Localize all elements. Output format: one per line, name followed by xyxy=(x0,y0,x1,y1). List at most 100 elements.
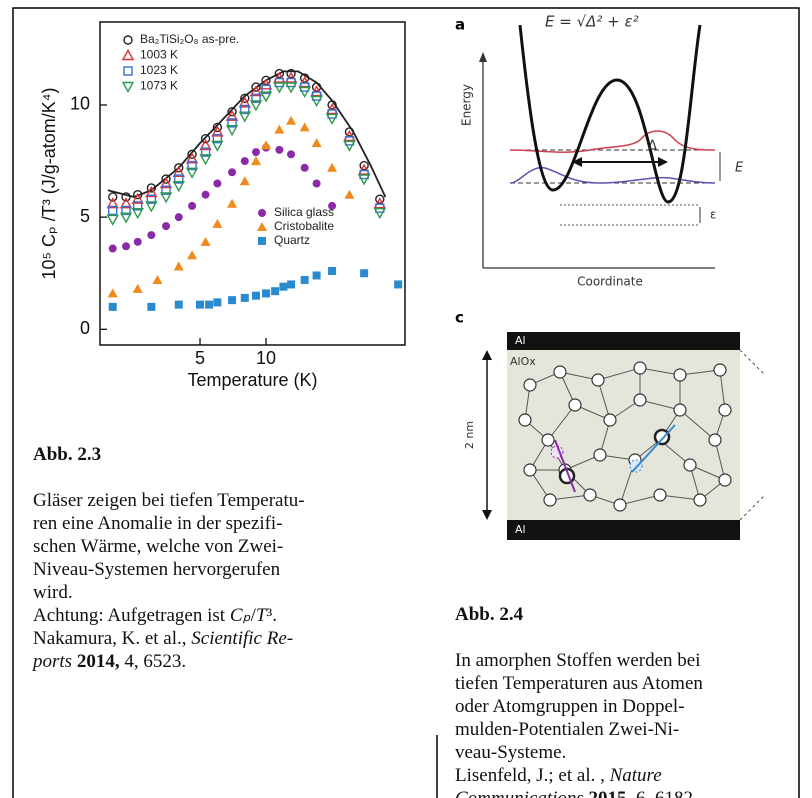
data-point xyxy=(185,152,199,164)
data-point xyxy=(262,289,271,298)
data-point xyxy=(227,107,237,117)
caption-text: Communications xyxy=(455,788,584,798)
data-point xyxy=(240,104,250,115)
caption-text: Gläser zeigen bei tiefen Temperatu- xyxy=(33,490,305,511)
data-point xyxy=(228,296,237,305)
caption-line: ports 2014, 4, 6523. xyxy=(33,650,305,673)
data-point xyxy=(187,250,198,260)
data-point xyxy=(251,156,262,166)
data-point xyxy=(273,71,286,83)
caption-text: 2015, xyxy=(589,788,632,798)
data-point xyxy=(310,95,323,107)
data-point xyxy=(325,103,339,115)
data-point xyxy=(147,231,156,240)
data-point xyxy=(132,283,143,293)
data-point xyxy=(312,179,321,188)
data-point xyxy=(119,197,133,209)
panel-a: a E = √Δ² + ε² Energy Coordinate Δ E ε xyxy=(455,13,744,289)
data-point xyxy=(188,201,197,210)
caption-text: 2014, xyxy=(76,651,120,672)
caption-text: In amorphen Stoffen werden bei xyxy=(455,650,701,671)
data-point xyxy=(212,122,223,133)
data-point xyxy=(279,282,288,291)
wavefunction xyxy=(509,130,716,153)
caption-text: tiefen Temperaturen aus Atomen xyxy=(455,673,703,694)
arrow-head xyxy=(482,350,492,360)
figure-caption: Abb. 2.3 Gläser zeigen bei tiefen Temper… xyxy=(33,397,305,673)
caption-text: mulden-Potentialen Zwei-Ni- xyxy=(455,719,680,740)
data-point xyxy=(108,302,117,311)
caption-line: oder Atomgruppen in Doppel- xyxy=(455,695,703,718)
data-point xyxy=(298,86,311,98)
data-point xyxy=(133,201,143,211)
data-point xyxy=(200,133,211,144)
data-point xyxy=(343,129,356,142)
data-point xyxy=(249,100,263,112)
data-point xyxy=(343,140,356,152)
data-point xyxy=(107,288,118,298)
legend-label: 1023 K xyxy=(140,63,178,77)
legend-label: 1003 K xyxy=(140,48,178,62)
data-point xyxy=(261,75,271,86)
data-point xyxy=(227,198,238,208)
data-point xyxy=(299,73,310,83)
data-point xyxy=(201,190,210,199)
data-point xyxy=(161,185,171,195)
data-point xyxy=(373,197,386,209)
arrow-head xyxy=(479,52,487,62)
data-point xyxy=(238,111,251,123)
data-point xyxy=(162,222,171,231)
energy-label: E xyxy=(735,161,744,176)
caption-text: Scientific Re- xyxy=(191,628,294,649)
wavefunction xyxy=(509,167,716,184)
data-point xyxy=(174,213,183,222)
data-point xyxy=(238,96,251,108)
data-point xyxy=(146,194,157,204)
y-tick-label: 0 xyxy=(80,318,90,338)
data-point xyxy=(211,140,224,152)
data-point xyxy=(174,174,184,184)
caption-text: 4, 6523. xyxy=(119,651,187,672)
data-point xyxy=(273,82,286,94)
data-point xyxy=(325,113,339,125)
data-point xyxy=(284,71,298,83)
legend-marker xyxy=(121,49,135,61)
data-point xyxy=(159,177,173,189)
x-axis-label: Temperature (K) xyxy=(187,370,317,390)
caption-line: wird. xyxy=(33,581,305,604)
data-point xyxy=(394,280,403,289)
data-point xyxy=(274,124,285,134)
data-point xyxy=(249,85,263,97)
data-point xyxy=(227,118,237,128)
data-point xyxy=(108,205,118,216)
figure-caption: Abb. 2.4 In amorphen Stoffen werden bei t… xyxy=(455,557,703,798)
data-point xyxy=(173,261,184,271)
double-well xyxy=(518,24,702,204)
data-point xyxy=(328,266,337,275)
panel-label: a xyxy=(455,16,465,34)
data-point xyxy=(300,275,309,284)
data-point xyxy=(185,167,199,179)
caption-line: In amorphen Stoffen werden bei xyxy=(455,649,703,672)
caption-line: Gläser zeigen bei tiefen Temperatu- xyxy=(33,489,305,512)
data-point xyxy=(344,189,355,199)
arrow-head xyxy=(482,510,492,520)
legend-label: Cristobalite xyxy=(274,219,334,233)
data-point xyxy=(106,214,119,226)
caption-text: Nature xyxy=(609,765,662,786)
tunneling-atom xyxy=(653,428,671,446)
legend-label: 1073 K xyxy=(140,79,178,93)
data-point xyxy=(147,302,156,311)
data-point xyxy=(252,148,261,157)
guide-line xyxy=(739,494,766,521)
data-point xyxy=(225,124,239,137)
legend-label: Silica glass xyxy=(274,205,334,219)
data-point xyxy=(239,176,250,186)
legend-marker xyxy=(257,222,267,231)
data-point xyxy=(174,300,183,309)
tunneling-arrow xyxy=(631,424,676,473)
data-point xyxy=(187,149,197,160)
data-point xyxy=(274,68,285,79)
data-point xyxy=(108,244,117,253)
